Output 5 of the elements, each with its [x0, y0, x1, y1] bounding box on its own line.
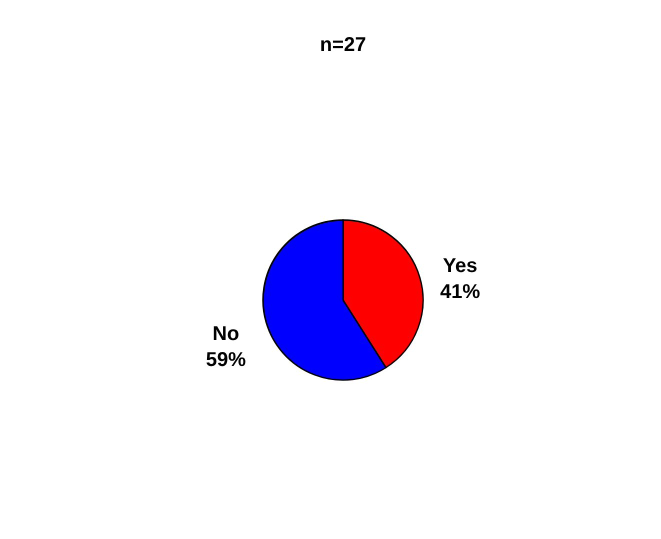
- slice-label: No: [212, 323, 240, 346]
- chart-title: n=27: [320, 34, 366, 56]
- data-label: 41%: [440, 280, 480, 303]
- slice-label: Yes: [442, 254, 478, 277]
- data-label: 59%: [206, 349, 246, 372]
